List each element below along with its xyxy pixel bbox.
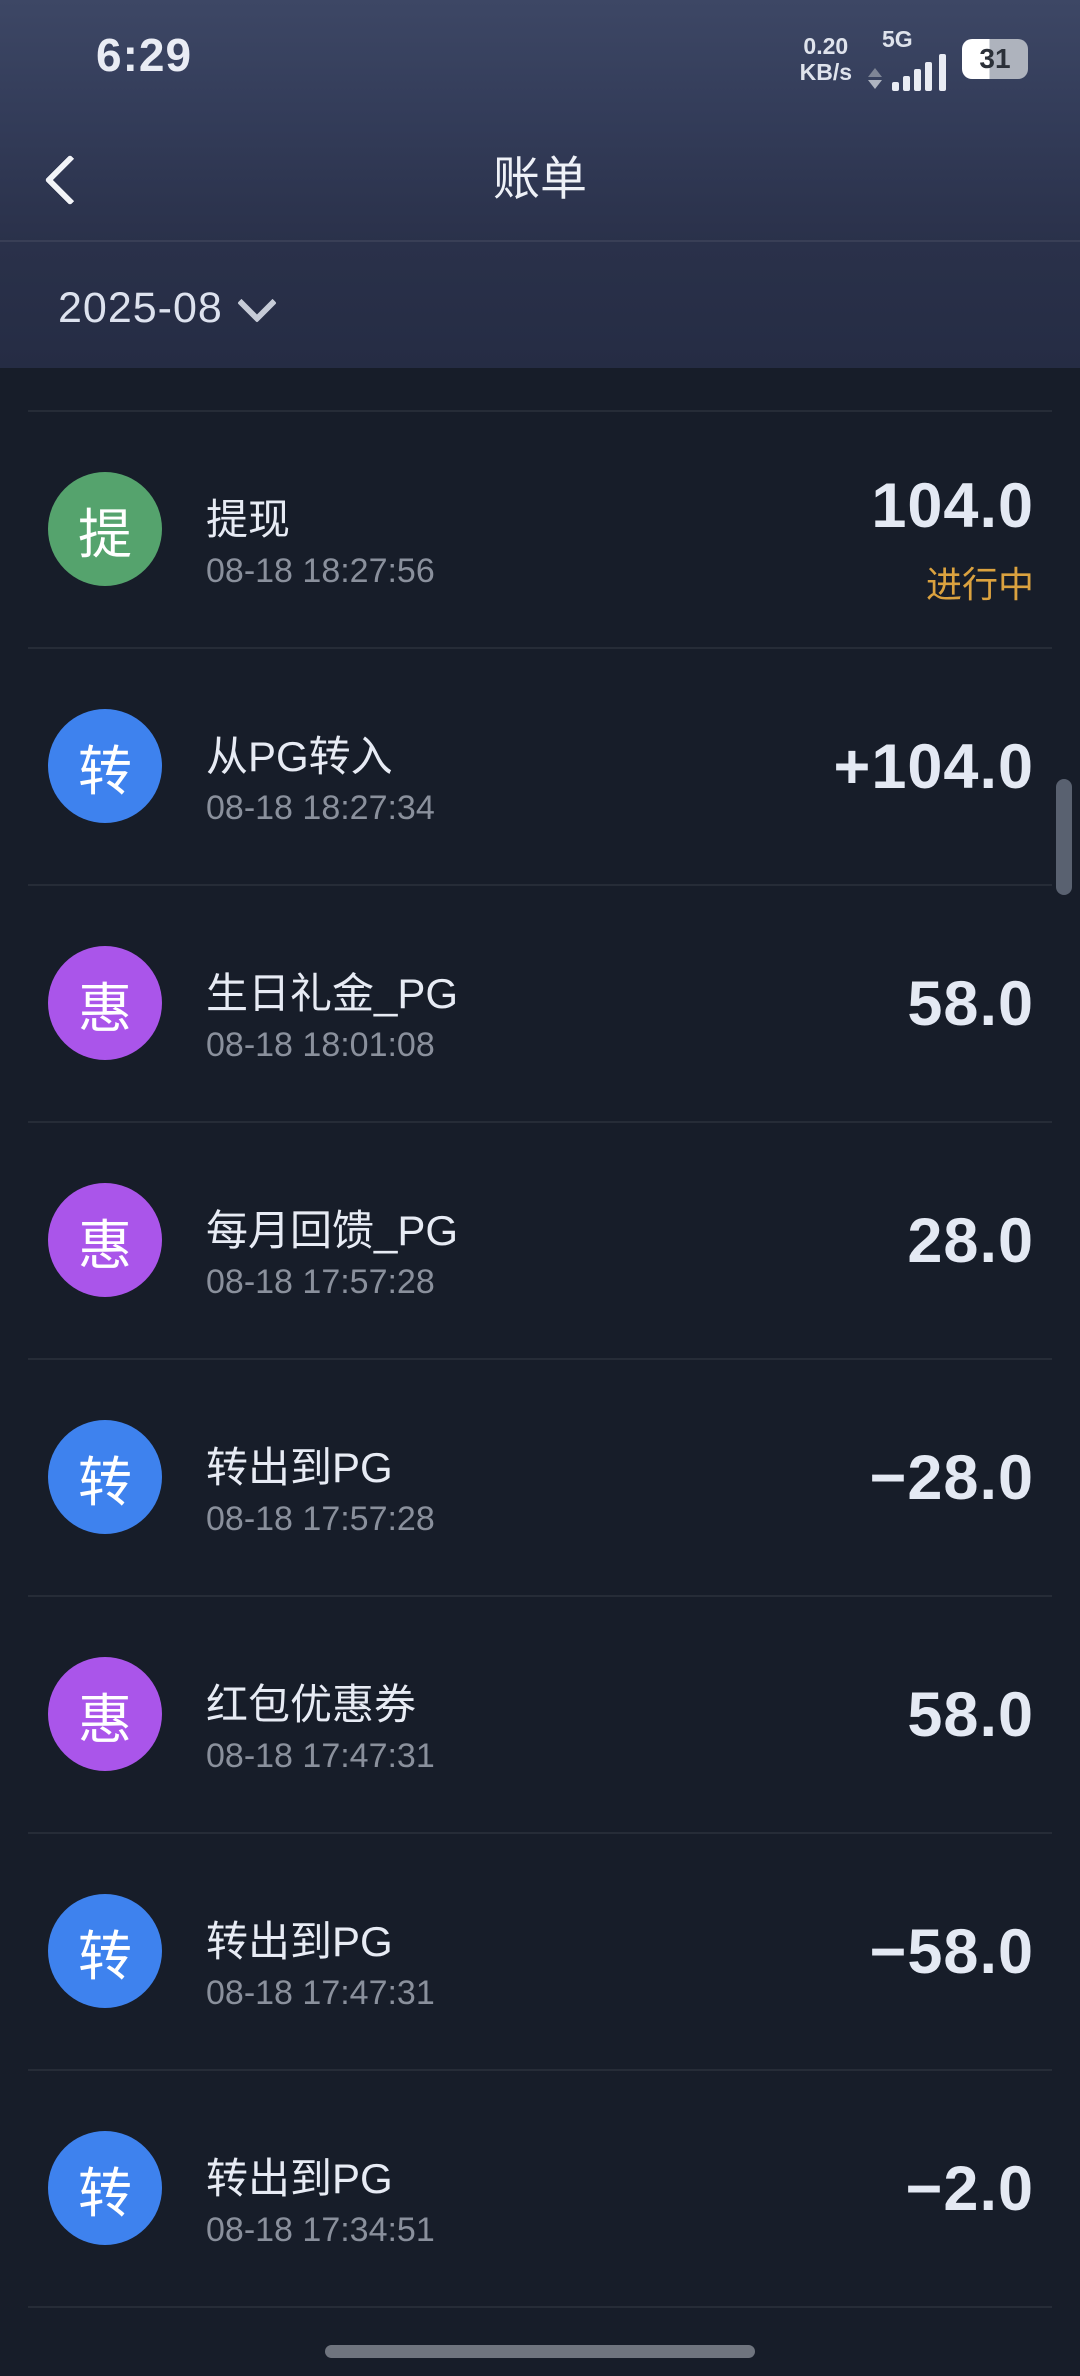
transaction-timestamp: 08-18 18:27:34 <box>206 789 435 827</box>
transaction-row[interactable]: 转 从PG转入 08-18 18:27:34 +104.0 <box>28 647 1052 884</box>
transaction-row[interactable]: 惠 生日礼金_PG 08-18 18:01:08 58.0 <box>28 884 1052 1121</box>
page-title: 账单 <box>493 152 587 205</box>
transaction-timestamp: 08-18 18:01:08 <box>206 1026 435 1064</box>
transaction-amount: −28.0 <box>869 1442 1034 1513</box>
transaction-row[interactable]: 转 转出到PG 08-18 17:47:31 −58.0 <box>28 1832 1052 2069</box>
transaction-amount: 58.0 <box>907 1679 1034 1750</box>
header: 6:29 0.20 KB/s 5G 31 <box>0 0 1080 368</box>
transaction-timestamp: 08-18 17:34:51 <box>206 2211 435 2249</box>
transaction-row[interactable]: 转 转出到PG 08-18 17:34:51 −2.0 <box>28 2069 1052 2308</box>
transaction-title: 提现 <box>206 496 291 543</box>
signal-strength-icon <box>892 53 946 91</box>
transaction-row[interactable]: 惠 红包优惠券 08-18 17:47:31 58.0 <box>28 1595 1052 1832</box>
nav-bar: 账单 <box>0 118 1080 240</box>
list-top-spacer <box>0 368 1080 410</box>
network-speed-unit: KB/s <box>799 59 852 85</box>
battery-icon: 31 <box>962 39 1028 79</box>
transaction-title: 转出到PG <box>206 2155 393 2202</box>
month-selector[interactable]: 2025-08 <box>58 282 277 333</box>
transaction-title: 每月回馈_PG <box>206 1207 459 1254</box>
transaction-row[interactable]: 惠 每月回馈_PG 08-18 17:57:28 28.0 <box>28 1121 1052 1358</box>
scrollbar-thumb[interactable] <box>1056 779 1072 895</box>
transaction-amount: −58.0 <box>869 1916 1034 1987</box>
transaction-title: 转出到PG <box>206 1918 393 1965</box>
transaction-timestamp: 08-18 17:57:28 <box>206 1263 435 1301</box>
battery-level: 31 <box>979 43 1011 74</box>
transaction-amount: +104.0 <box>833 731 1034 802</box>
transaction-type-avatar: 惠 <box>48 946 162 1060</box>
transaction-type-avatar: 转 <box>48 1894 162 2008</box>
chevron-down-icon <box>237 282 277 323</box>
transaction-row[interactable]: 转 转出到PG 08-18 17:57:28 −28.0 <box>28 1358 1052 1595</box>
transaction-title: 生日礼金_PG <box>206 970 459 1017</box>
transaction-type-avatar: 惠 <box>48 1657 162 1771</box>
transaction-row[interactable]: 提 提现 08-18 18:27:56 104.0 进行中 <box>28 410 1052 647</box>
status-time: 6:29 <box>96 29 193 81</box>
transaction-type-avatar: 提 <box>48 472 162 586</box>
transaction-type-avatar: 转 <box>48 709 162 823</box>
home-indicator-bar[interactable] <box>325 2345 755 2358</box>
data-activity-icon <box>868 67 882 89</box>
month-selector-label: 2025-08 <box>58 284 223 332</box>
transaction-amount: 58.0 <box>907 968 1034 1039</box>
transaction-timestamp: 08-18 17:57:28 <box>206 1500 435 1538</box>
transaction-title: 从PG转入 <box>206 733 393 780</box>
nav-divider <box>0 240 1080 242</box>
status-indicators: 0.20 KB/s 5G 31 <box>800 24 1028 94</box>
transaction-timestamp: 08-18 17:47:31 <box>206 1974 435 2012</box>
filter-row: 2025-08 <box>0 262 1080 368</box>
transaction-timestamp: 08-18 17:47:31 <box>206 1737 435 1775</box>
transaction-amount: 28.0 <box>907 1205 1034 1276</box>
network-type-label: 5G <box>882 25 913 52</box>
transaction-title: 红包优惠券 <box>206 1681 417 1728</box>
transaction-list[interactable]: 提 提现 08-18 18:27:56 104.0 进行中 转 从PG转入 08… <box>0 368 1080 2376</box>
network-speed-value: 0.20 <box>803 33 849 59</box>
transaction-status-badge: 进行中 <box>925 564 1034 605</box>
transaction-amount: 104.0 <box>871 471 1034 541</box>
transaction-type-avatar: 转 <box>48 1420 162 1534</box>
transaction-type-avatar: 惠 <box>48 1183 162 1297</box>
status-bar: 6:29 0.20 KB/s 5G 31 <box>0 0 1080 112</box>
network-speed: 0.20 KB/s <box>800 33 852 85</box>
transaction-title: 转出到PG <box>206 1444 393 1491</box>
transaction-amount: −2.0 <box>905 2153 1034 2224</box>
transaction-type-avatar: 转 <box>48 2131 162 2245</box>
cell-network: 5G <box>868 25 946 91</box>
transaction-timestamp: 08-18 18:27:56 <box>206 552 435 590</box>
